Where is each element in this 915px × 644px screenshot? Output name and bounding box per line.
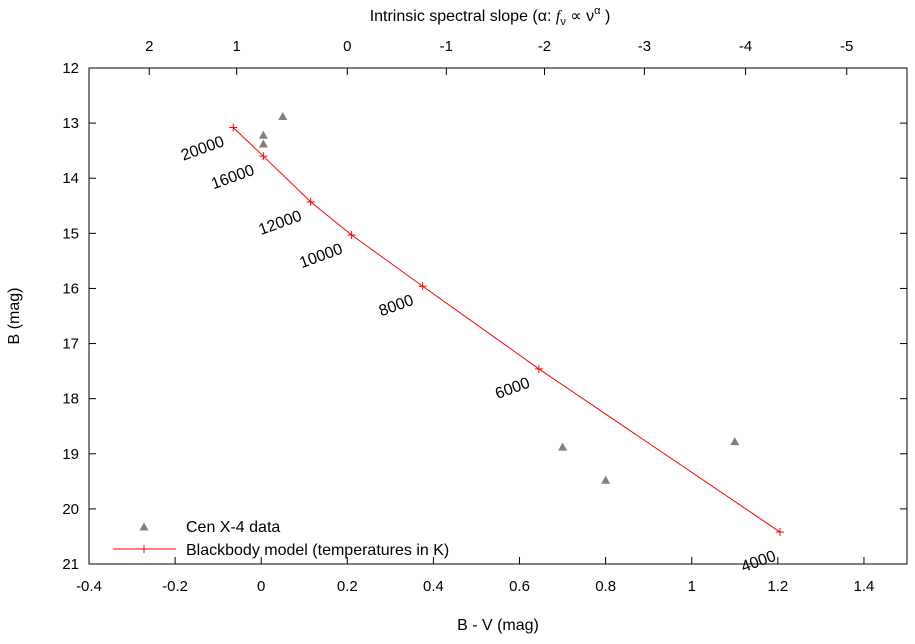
temperature-label: 20000	[179, 133, 227, 164]
temperature-label: 16000	[209, 162, 257, 193]
data-point	[258, 139, 268, 148]
x-tick-label: 0.6	[509, 578, 530, 595]
temperature-label: 10000	[297, 241, 345, 272]
temperature-label: 8000	[377, 292, 416, 320]
y-axis-title: B (mag)	[6, 288, 23, 345]
y-tick-label: 14	[62, 170, 79, 187]
x-tick-label: 0.4	[423, 578, 444, 595]
model-series	[229, 123, 784, 537]
plus-marker	[229, 123, 238, 132]
tick-marks	[88, 67, 907, 565]
top-tick-label: -1	[440, 38, 453, 55]
x-tick-labels: -0.4 -0.2 0 0.2 0.4 0.6 0.8 1 1.2 1.4	[76, 578, 874, 595]
y-tick-label: 12	[62, 60, 79, 77]
plus-marker	[347, 230, 356, 239]
x-tick-label: -0.4	[76, 578, 102, 595]
legend: Cen X-4 data Blackbody model (temperatur…	[113, 519, 449, 559]
data-point	[601, 475, 611, 484]
data-point	[558, 442, 568, 451]
legend-label-model: Blackbody model (temperatures in K)	[186, 542, 449, 559]
top-axis-title: Intrinsic spectral slope (α: fν ∝ να )	[370, 5, 611, 28]
top-tick-label: -2	[538, 38, 551, 55]
plus-marker	[140, 545, 148, 553]
top-tick-label: 0	[343, 38, 351, 55]
y-tick-label: 15	[62, 225, 79, 242]
plus-marker	[306, 197, 315, 206]
x-tick-label: 0	[257, 578, 265, 595]
top-tick-label: -5	[840, 38, 853, 55]
model-line	[232, 127, 781, 533]
top-tick-label: 1	[232, 38, 240, 55]
plot-frame	[88, 67, 908, 565]
y-tick-label: 13	[62, 115, 79, 132]
legend-label-data: Cen X-4 data	[186, 519, 280, 536]
y-tick-labels: 12 13 14 15 16 17 18 19 20 21	[62, 60, 79, 573]
top-tick-label: -4	[739, 38, 752, 55]
y-tick-label: 19	[62, 446, 79, 463]
x-tick-label: 1.2	[767, 578, 788, 595]
data-series	[258, 111, 740, 484]
y-tick-label: 18	[62, 391, 79, 408]
x-tick-label: 1	[688, 578, 696, 595]
y-tick-label: 16	[62, 280, 79, 297]
y-tick-label: 20	[62, 501, 79, 518]
data-point	[258, 130, 268, 139]
top-tick-labels: 2 1 0 -1 -2 -3 -4 -5	[145, 38, 853, 55]
x-axis-title: B - V (mag)	[457, 617, 539, 634]
temperature-label: 12000	[256, 208, 304, 239]
x-tick-label: 0.2	[337, 578, 358, 595]
y-tick-label: 21	[62, 556, 79, 573]
x-tick-label: 0.8	[595, 578, 616, 595]
top-tick-label: -3	[638, 38, 651, 55]
data-point	[730, 437, 740, 446]
plus-marker	[259, 152, 268, 161]
temperature-label: 4000	[739, 548, 778, 576]
top-tick-label: 2	[145, 38, 153, 55]
data-point	[278, 111, 288, 120]
plus-marker	[534, 364, 543, 373]
legend-plus-marker	[140, 545, 148, 553]
temperature-label: 6000	[493, 375, 532, 403]
x-tick-label: -0.2	[162, 578, 188, 595]
plus-marker	[775, 528, 784, 537]
y-tick-label: 17	[62, 336, 79, 353]
legend-triangle-marker	[139, 522, 149, 531]
x-tick-label: 1.4	[854, 578, 875, 595]
plus-marker	[418, 282, 427, 291]
